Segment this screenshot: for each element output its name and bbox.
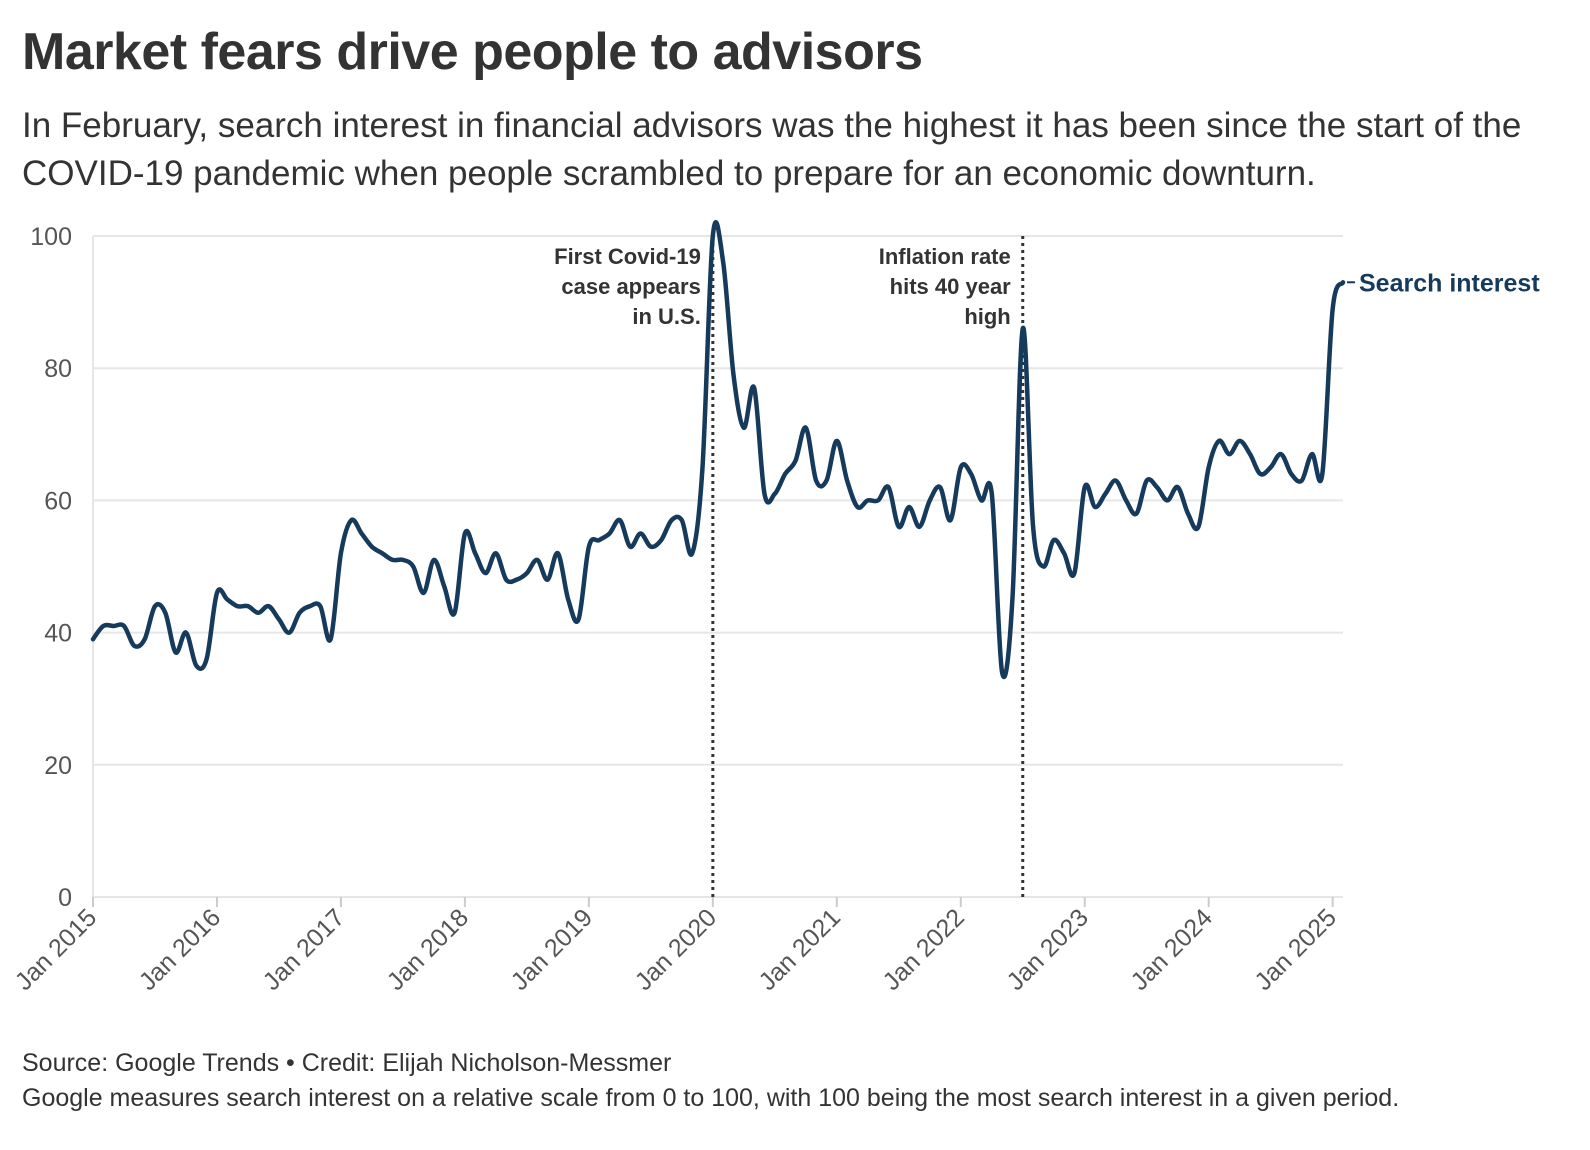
annotation-label: case appears bbox=[561, 274, 700, 299]
y-tick-label: 20 bbox=[44, 752, 72, 780]
x-tick-label: Jan 2023 bbox=[1001, 903, 1094, 996]
annotation-label: in U.S. bbox=[632, 304, 700, 329]
annotation-label: First Covid-19 bbox=[554, 244, 701, 269]
line-chart: 0 20 40 60 80 100 Jan 2015 Jan 2016 Jan 2017 Jan … bbox=[10, 220, 1540, 996]
axes: 0 20 40 60 80 100 Jan 2015 Jan 2016 Jan 2017 Jan … bbox=[10, 223, 1342, 996]
x-tick-label: Jan 2025 bbox=[1249, 903, 1342, 996]
x-tick-label: Jan 2020 bbox=[630, 903, 723, 996]
chart-title: Market fears drive people to advisors bbox=[22, 23, 923, 81]
y-tick-label: 0 bbox=[58, 884, 72, 912]
series-label: Search interest bbox=[1359, 269, 1540, 297]
series-layer: Search interest bbox=[90, 220, 1540, 680]
x-tick-label: Jan 2021 bbox=[754, 903, 847, 996]
annotation-label: high bbox=[964, 304, 1010, 329]
annotations: First Covid-19 case appears in U.S. Inflati… bbox=[554, 236, 1025, 897]
gridlines bbox=[93, 235, 1343, 898]
chart-subtitle: In February, search interest in financia… bbox=[22, 106, 1522, 193]
x-tick-label: Jan 2019 bbox=[506, 903, 599, 996]
x-tick-label: Jan 2022 bbox=[877, 903, 970, 996]
y-tick-label: 40 bbox=[44, 620, 72, 648]
x-tick-label: Jan 2024 bbox=[1125, 903, 1218, 996]
annotation-label: hits 40 year bbox=[890, 274, 1012, 299]
chart-footer: Source: Google Trends • Credit: Elijah N… bbox=[22, 1046, 1399, 1116]
x-tick-label: Jan 2016 bbox=[134, 903, 227, 996]
x-tick-label: Jan 2017 bbox=[258, 903, 351, 996]
y-tick-label: 100 bbox=[30, 223, 72, 251]
x-tick-label: Jan 2015 bbox=[10, 903, 103, 996]
source-credit: Source: Google Trends • Credit: Elijah N… bbox=[22, 1049, 672, 1077]
y-tick-label: 80 bbox=[44, 355, 72, 383]
methodology-note: Google measures search interest on a rel… bbox=[22, 1084, 1400, 1112]
x-tick-label: Jan 2018 bbox=[382, 903, 475, 996]
annotation-label: Inflation rate bbox=[879, 244, 1011, 269]
series-line-search-interest bbox=[90, 220, 1346, 680]
y-tick-label: 60 bbox=[44, 487, 72, 515]
